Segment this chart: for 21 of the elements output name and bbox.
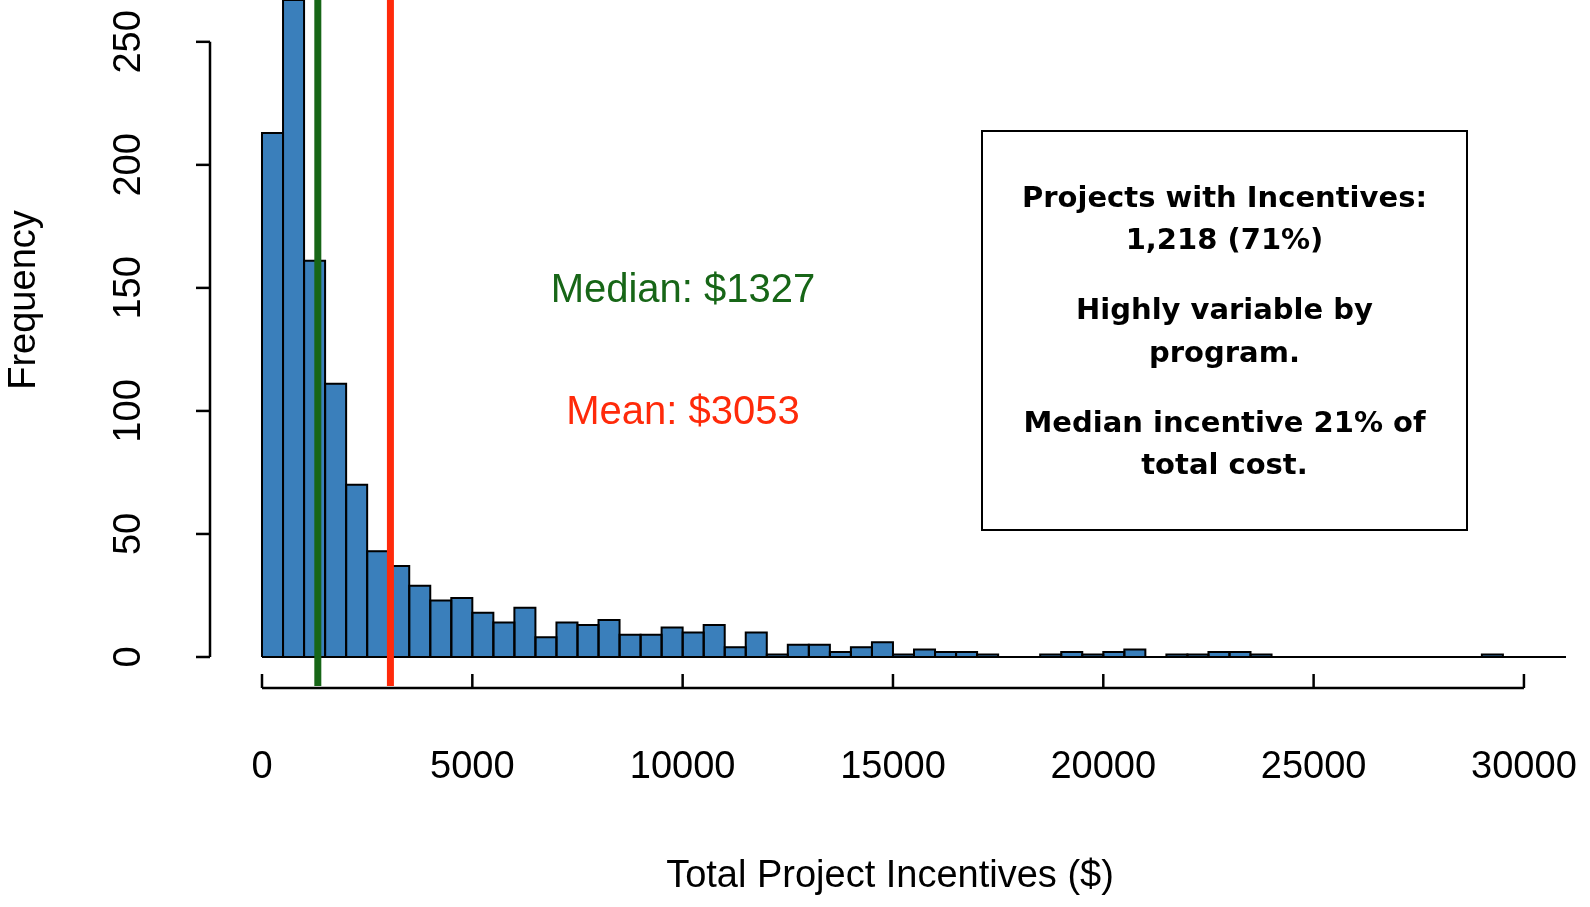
x-tick-label: 30000 bbox=[1471, 744, 1577, 787]
annotation: Projects with Incentives: 1,218 (71%) bbox=[1021, 179, 1428, 259]
y-tick-label: 150 bbox=[106, 256, 149, 320]
x-tick-label: 25000 bbox=[1260, 744, 1367, 787]
y-tick-label: 100 bbox=[106, 379, 149, 443]
x-tick-label: 20000 bbox=[1050, 744, 1157, 787]
ref-line-label: Mean: $3053 bbox=[566, 388, 800, 433]
x-axis-title: Total Project Incentives ($) bbox=[666, 853, 1114, 896]
x-tick-label: 10000 bbox=[629, 744, 736, 787]
y-tick-label: 200 bbox=[106, 133, 149, 197]
x-tick-label: 15000 bbox=[840, 744, 946, 787]
text-box: Projects with Incentives: 1,218 (71%) Highly variable by program. Median incentive 21% of total cost. bbox=[981, 130, 1468, 531]
y-tick-label: 0 bbox=[106, 646, 149, 668]
y-tick-label: 50 bbox=[106, 512, 149, 556]
annotation: Median incentive 21% of total cost. bbox=[1022, 403, 1427, 483]
x-tick-label: 5000 bbox=[430, 744, 515, 787]
y-tick-label: 250 bbox=[106, 10, 149, 74]
x-tick-label: 0 bbox=[251, 744, 273, 787]
ref-line-label: Median: $1327 bbox=[550, 266, 816, 311]
annotation: Highly variable by program. bbox=[1075, 291, 1374, 371]
y-axis-title: Frequency bbox=[1, 210, 44, 390]
